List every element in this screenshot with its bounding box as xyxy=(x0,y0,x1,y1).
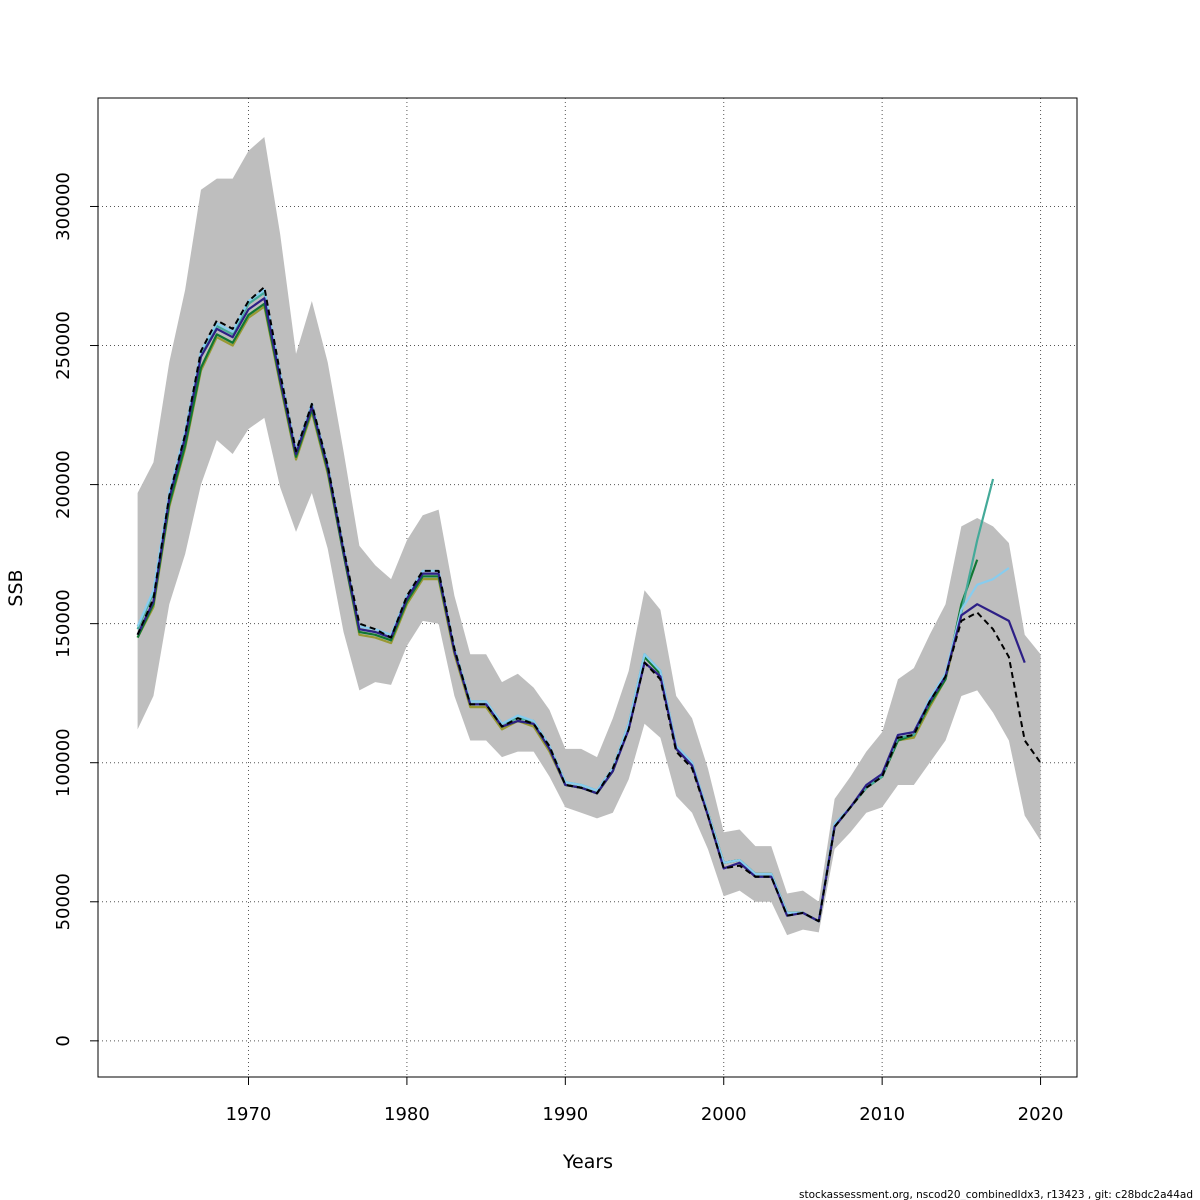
series-lines-layer xyxy=(136,286,1042,923)
x-tick-label: 2000 xyxy=(701,1104,747,1125)
x-tick-label: 1970 xyxy=(226,1104,272,1125)
y-tick-label: 250000 xyxy=(53,311,74,380)
y-axis: 0 50000 100000 150000 200000 250000 300000 xyxy=(53,172,98,1047)
y-tick-label: 200000 xyxy=(53,450,74,519)
x-tick-label: 1980 xyxy=(384,1104,430,1125)
confidence-band-layer xyxy=(137,136,1041,936)
series-line-run-2020 xyxy=(136,286,1042,923)
x-axis: 1970 1980 1990 2000 2010 2020 xyxy=(226,1077,1064,1125)
x-tick-label: 1990 xyxy=(542,1104,588,1125)
footer-caption: stockassessment.org, nscod20_combinedIdx… xyxy=(799,1189,1193,1200)
y-axis-title: SSB xyxy=(5,569,27,606)
x-tick-label: 2010 xyxy=(859,1104,905,1125)
y-tick-label: 0 xyxy=(53,1035,74,1046)
y-tick-label: 300000 xyxy=(53,172,74,241)
confidence-band xyxy=(137,136,1041,936)
y-tick-label: 50000 xyxy=(53,873,74,930)
x-tick-label: 2020 xyxy=(1018,1104,1064,1125)
y-tick-label: 100000 xyxy=(53,728,74,797)
y-tick-label: 150000 xyxy=(53,589,74,658)
x-axis-title: Years xyxy=(562,1151,613,1173)
plot-frame xyxy=(97,97,1078,1078)
